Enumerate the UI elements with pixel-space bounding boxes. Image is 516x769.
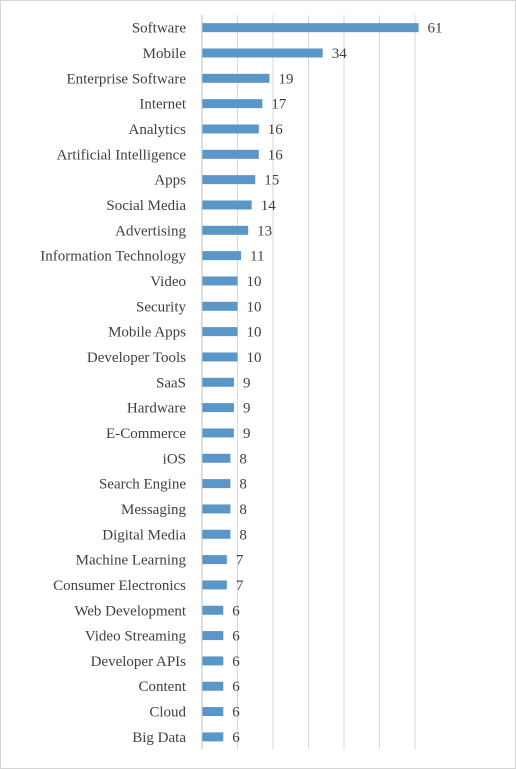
category-label-14: SaaS bbox=[156, 375, 186, 391]
data-label-6: 15 bbox=[264, 173, 279, 189]
category-label-24: Video Streaming bbox=[85, 629, 187, 645]
bar-10 bbox=[202, 276, 238, 286]
category-label-12: Mobile Apps bbox=[108, 325, 186, 341]
bar-13 bbox=[202, 352, 238, 362]
data-label-5: 16 bbox=[268, 147, 284, 163]
category-label-20: Digital Media bbox=[102, 527, 186, 543]
data-label-4: 16 bbox=[268, 122, 284, 138]
category-label-4: Analytics bbox=[129, 122, 187, 138]
category-label-5: Artificial Intelligence bbox=[56, 147, 186, 163]
bar-12 bbox=[202, 327, 238, 337]
data-label-10: 10 bbox=[247, 274, 262, 290]
bar-8 bbox=[202, 225, 249, 235]
gridlines bbox=[237, 15, 416, 750]
data-label-11: 10 bbox=[247, 299, 262, 315]
bar-3 bbox=[202, 99, 263, 109]
bar-18 bbox=[202, 479, 231, 489]
category-label-27: Cloud bbox=[149, 705, 186, 721]
category-label-19: Messaging bbox=[121, 502, 186, 518]
bar-26 bbox=[202, 681, 224, 691]
bar-23 bbox=[202, 605, 224, 615]
category-label-11: Security bbox=[136, 299, 186, 315]
category-label-16: E-Commerce bbox=[106, 426, 186, 442]
data-label-9: 11 bbox=[250, 249, 264, 265]
data-label-15: 9 bbox=[243, 401, 251, 417]
data-labels: 61 34 19 17 16 16 15 14 13 11 10 10 10 10 9 9 9 8 8 8 8 7 7 6 6 6… bbox=[232, 21, 442, 746]
bar-2 bbox=[202, 73, 270, 83]
data-label-27: 6 bbox=[232, 705, 240, 721]
category-label-3: Internet bbox=[139, 97, 186, 113]
data-label-12: 10 bbox=[247, 325, 262, 341]
category-label-15: Hardware bbox=[127, 401, 186, 417]
category-label-0: Software bbox=[132, 21, 186, 37]
bar-21 bbox=[202, 555, 227, 565]
data-label-22: 7 bbox=[236, 578, 244, 594]
data-label-21: 7 bbox=[236, 553, 244, 569]
category-label-13: Developer Tools bbox=[87, 350, 186, 366]
category-label-25: Developer APIs bbox=[91, 654, 187, 670]
data-label-23: 6 bbox=[232, 603, 240, 619]
bar-14 bbox=[202, 377, 234, 387]
data-label-24: 6 bbox=[232, 629, 240, 645]
data-label-1: 34 bbox=[332, 46, 348, 62]
bar-22 bbox=[202, 580, 227, 590]
bar-19 bbox=[202, 504, 231, 514]
bar-1 bbox=[202, 48, 323, 58]
bar-0 bbox=[202, 23, 419, 33]
bar-7 bbox=[202, 200, 252, 210]
data-label-13: 10 bbox=[247, 350, 262, 366]
category-label-18: Search Engine bbox=[99, 477, 186, 493]
data-label-26: 6 bbox=[232, 679, 240, 695]
category-label-1: Mobile bbox=[143, 46, 187, 62]
category-label-21: Machine Learning bbox=[76, 553, 187, 569]
bar-24 bbox=[202, 631, 224, 641]
category-label-6: Apps bbox=[154, 173, 186, 189]
data-label-25: 6 bbox=[232, 654, 240, 670]
category-label-23: Web Development bbox=[74, 603, 187, 619]
bar-28 bbox=[202, 732, 224, 742]
category-label-26: Content bbox=[139, 679, 187, 695]
category-label-2: Enterprise Software bbox=[66, 71, 186, 87]
bar-6 bbox=[202, 175, 256, 185]
bar-15 bbox=[202, 403, 234, 413]
category-label-8: Advertising bbox=[115, 223, 186, 239]
data-label-8: 13 bbox=[257, 223, 272, 239]
data-label-16: 9 bbox=[243, 426, 251, 442]
bar-25 bbox=[202, 656, 224, 666]
category-label-10: Video bbox=[150, 274, 186, 290]
bar-11 bbox=[202, 301, 238, 311]
data-label-0: 61 bbox=[428, 21, 443, 37]
category-label-28: Big Data bbox=[132, 730, 186, 746]
data-label-18: 8 bbox=[239, 477, 247, 493]
bar-16 bbox=[202, 428, 234, 438]
bar-27 bbox=[202, 707, 224, 717]
category-label-22: Consumer Electronics bbox=[53, 578, 186, 594]
category-label-9: Information Technology bbox=[40, 249, 186, 265]
data-label-3: 17 bbox=[271, 97, 287, 113]
bar-4 bbox=[202, 124, 259, 134]
bar-5 bbox=[202, 149, 259, 159]
data-label-2: 19 bbox=[278, 71, 293, 87]
category-label-17: iOS bbox=[163, 451, 186, 467]
category-label-7: Social Media bbox=[106, 198, 186, 214]
bar-20 bbox=[202, 529, 231, 539]
category-labels: Software Mobile Enterprise Software Interne… bbox=[40, 21, 187, 746]
data-label-28: 6 bbox=[232, 730, 240, 746]
data-label-20: 8 bbox=[239, 527, 247, 543]
bar-9 bbox=[202, 251, 242, 261]
bars bbox=[202, 23, 419, 742]
data-label-7: 14 bbox=[261, 198, 277, 214]
data-label-14: 9 bbox=[243, 375, 251, 391]
data-label-17: 8 bbox=[239, 451, 247, 467]
bar-17 bbox=[202, 453, 231, 463]
data-label-19: 8 bbox=[239, 502, 247, 518]
